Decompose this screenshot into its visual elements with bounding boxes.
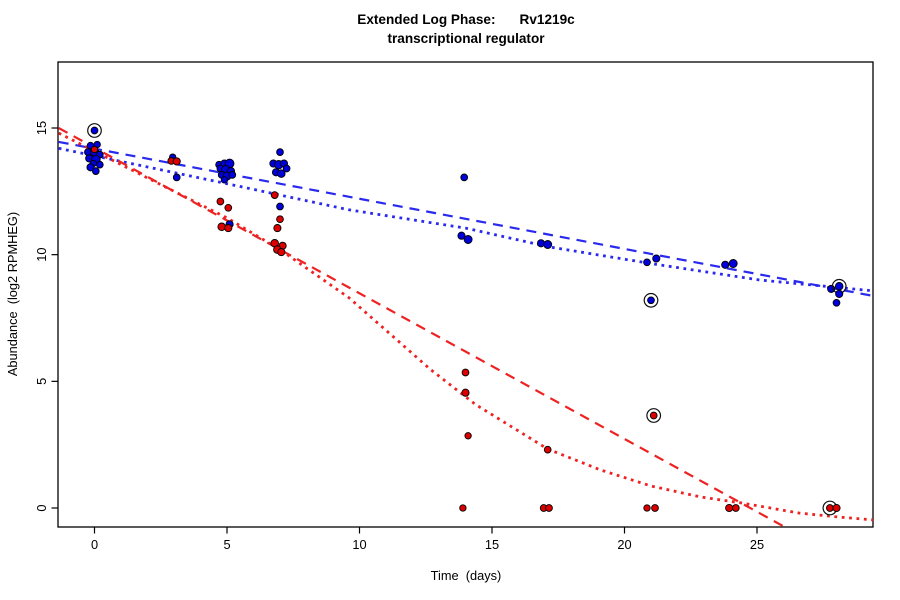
chart-title-line1: Extended Log Phase: Rv1219c [357, 12, 575, 27]
blue-condition-point [543, 240, 553, 249]
blue-condition-point [647, 296, 655, 305]
red-condition-point [216, 197, 225, 206]
blue-condition-point [95, 160, 104, 169]
red-condition-point [90, 145, 99, 154]
highlight-circle-marker [646, 408, 662, 423]
blue-condition-point [643, 258, 651, 267]
blue-condition-point [220, 176, 229, 184]
y-tick-label: 15 [34, 121, 49, 135]
x-tick-label: 5 [223, 537, 230, 552]
red-condition-point [651, 504, 659, 512]
blue-dotted-decay-fit [58, 146, 873, 293]
chart-title-gene: Rv1219c [520, 12, 576, 27]
red-condition-point [224, 224, 233, 233]
blue-condition-point [90, 126, 99, 135]
y-tick-label: 5 [34, 378, 49, 385]
red-condition-point [832, 503, 841, 513]
red-condition-point [543, 445, 552, 454]
red-condition-point [461, 368, 470, 377]
blue-condition-point [652, 254, 661, 263]
red-condition-point [459, 504, 467, 512]
blue-condition-point [827, 284, 836, 293]
data-points [84, 123, 847, 516]
y-tick-label: 0 [34, 504, 49, 511]
highlight-circle-marker [643, 292, 659, 308]
blue-condition-point [277, 169, 286, 178]
red-condition-point [172, 157, 181, 166]
chart-title-phase: Extended Log Phase: [357, 12, 495, 27]
red-condition-point [826, 504, 834, 512]
blue-dashed-linear-fit [58, 140, 873, 298]
red-condition-point [270, 191, 279, 199]
blue-condition-point [457, 231, 466, 240]
y-axis-label: Abundance (log2 RPMHEG) [5, 212, 20, 376]
x-tick-label: 20 [617, 537, 631, 552]
blue-condition-point [463, 235, 473, 244]
red-condition-point [643, 504, 651, 512]
chart-title-line2: transcriptional regulator [387, 31, 545, 46]
red-condition-point [273, 224, 282, 233]
plot-area-box [57, 61, 874, 528]
red-condition-point [217, 222, 226, 232]
highlight-circle-marker [87, 123, 102, 138]
blue-condition-point [172, 173, 181, 182]
x-tick-label: 25 [750, 537, 764, 552]
blue-condition-point [91, 167, 100, 175]
blue-condition-point [276, 202, 284, 211]
blue-condition-point [832, 298, 841, 307]
blue-condition-point [835, 289, 844, 298]
blue-condition-point [721, 260, 730, 269]
blue-condition-point [282, 164, 291, 173]
red-condition-point [545, 504, 553, 512]
x-axis-label: Time (days) [431, 568, 502, 583]
x-tick-label: 10 [352, 537, 366, 552]
red-condition-point [464, 432, 472, 440]
blue-condition-point [276, 148, 284, 156]
red-condition-point [276, 215, 284, 224]
y-tick-label: 10 [34, 248, 49, 262]
x-tick-label: 15 [485, 537, 499, 552]
blue-condition-point [834, 282, 844, 291]
red-condition-point [725, 503, 734, 513]
axis-ticks: 0 5 10 15 20 25 0 5 10 15 [34, 121, 764, 552]
blue-condition-point [728, 259, 738, 268]
blue-condition-point [460, 173, 469, 182]
red-condition-point [277, 248, 286, 257]
red-condition-point [731, 504, 740, 512]
blue-condition-point [86, 163, 95, 172]
red-condition-point [649, 411, 658, 420]
x-tick-label: 0 [91, 537, 98, 552]
blue-condition-point [228, 171, 237, 179]
red-condition-point [461, 388, 470, 397]
red-condition-point [224, 203, 233, 212]
